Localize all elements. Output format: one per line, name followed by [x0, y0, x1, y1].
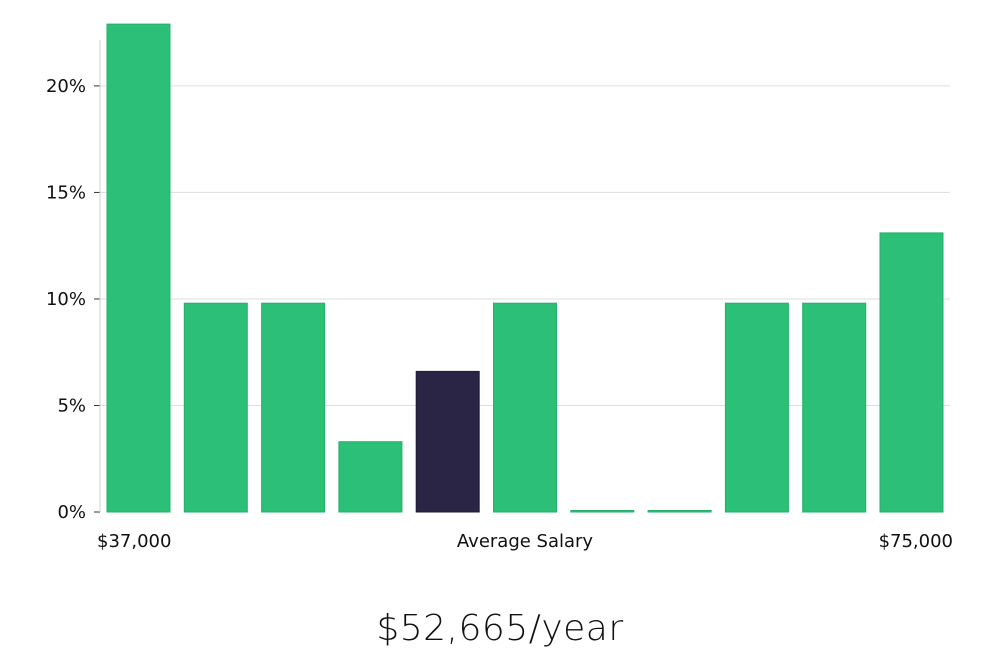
y-tick-label: 0% — [57, 502, 86, 523]
x-axis-title: Average Salary — [457, 531, 594, 552]
bar — [724, 302, 789, 513]
bar — [647, 510, 712, 513]
bar — [338, 441, 403, 513]
y-axis-ticks: 0% 5% 10% 15% 20% — [46, 76, 100, 523]
salary-histogram: 0% 5% 10% 15% 20% $37,000 Average Salary $75… — [46, 23, 953, 552]
y-tick-label: 10% — [46, 289, 86, 310]
y-tick-label: 20% — [46, 76, 86, 97]
x-end-label: $75,000 — [879, 531, 953, 552]
bar-highlighted — [415, 370, 480, 513]
bar — [879, 232, 944, 513]
bar — [802, 302, 867, 513]
bar — [183, 302, 248, 513]
bars — [106, 23, 944, 513]
y-tick-label: 5% — [57, 395, 86, 416]
bar — [493, 302, 557, 513]
bar — [261, 302, 326, 513]
x-start-label: $37,000 — [97, 531, 171, 552]
average-salary-value: $52,665/year — [376, 608, 624, 649]
bar — [570, 510, 635, 513]
bar — [106, 23, 171, 513]
y-tick-label: 15% — [46, 182, 86, 203]
